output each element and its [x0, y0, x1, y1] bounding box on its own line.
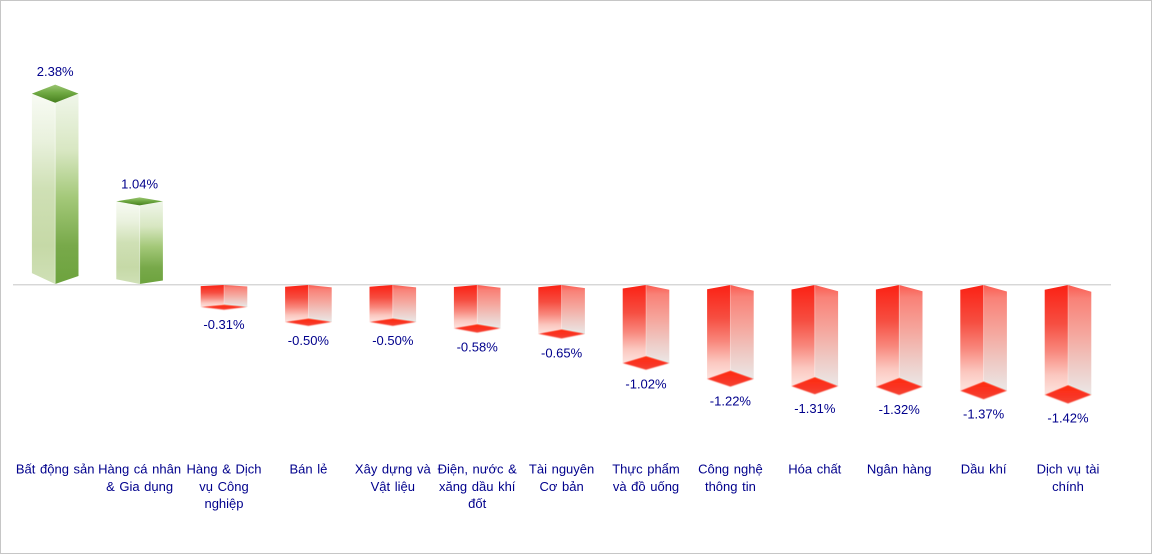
svg-text:Dầu khí: Dầu khí: [961, 462, 1007, 477]
svg-text:Xây dựng và: Xây dựng và: [355, 462, 432, 477]
svg-text:nghiệp: nghiệp: [204, 496, 243, 511]
svg-text:Cơ bản: Cơ bản: [539, 479, 583, 494]
svg-text:Dịch vụ tài: Dịch vụ tài: [1037, 462, 1100, 477]
svg-text:Công nghệ: Công nghệ: [698, 462, 763, 477]
svg-text:-1.37%: -1.37%: [963, 406, 1005, 421]
svg-text:và đồ uống: và đồ uống: [613, 479, 679, 494]
svg-text:Thực phẩm: Thực phẩm: [612, 462, 680, 477]
svg-text:Bán lẻ: Bán lẻ: [289, 462, 327, 477]
svg-text:-1.42%: -1.42%: [1047, 411, 1089, 426]
svg-text:1.04%: 1.04%: [121, 177, 158, 192]
svg-text:& Gia dụng: & Gia dụng: [106, 479, 173, 494]
svg-text:Bất động sản: Bất động sản: [16, 462, 95, 477]
svg-text:-0.31%: -0.31%: [203, 317, 245, 332]
svg-text:-1.22%: -1.22%: [710, 394, 752, 409]
svg-text:-0.65%: -0.65%: [541, 346, 583, 361]
svg-text:đốt: đốt: [468, 496, 486, 511]
svg-text:xăng dầu khí: xăng dầu khí: [439, 479, 516, 494]
svg-text:Hàng & Dịch: Hàng & Dịch: [187, 462, 262, 477]
svg-text:-1.32%: -1.32%: [879, 402, 921, 417]
svg-text:Ngân hàng: Ngân hàng: [867, 462, 932, 477]
svg-text:-0.50%: -0.50%: [372, 333, 414, 348]
svg-text:chính: chính: [1052, 479, 1084, 494]
svg-text:thông tin: thông tin: [705, 479, 756, 494]
svg-text:Hóa chất: Hóa chất: [788, 462, 841, 477]
svg-text:Tài nguyên: Tài nguyên: [529, 462, 594, 477]
svg-text:Vật liệu: Vật liệu: [371, 479, 415, 494]
svg-text:Hàng cá nhân: Hàng cá nhân: [98, 462, 181, 477]
svg-text:Điện, nước &: Điện, nước &: [438, 462, 518, 477]
svg-text:-1.31%: -1.31%: [794, 401, 836, 416]
svg-text:-0.58%: -0.58%: [457, 340, 499, 355]
svg-text:-1.02%: -1.02%: [625, 377, 667, 392]
svg-text:2.38%: 2.38%: [37, 64, 74, 79]
svg-text:vụ Công: vụ Công: [199, 479, 248, 494]
svg-text:-0.50%: -0.50%: [288, 333, 330, 348]
